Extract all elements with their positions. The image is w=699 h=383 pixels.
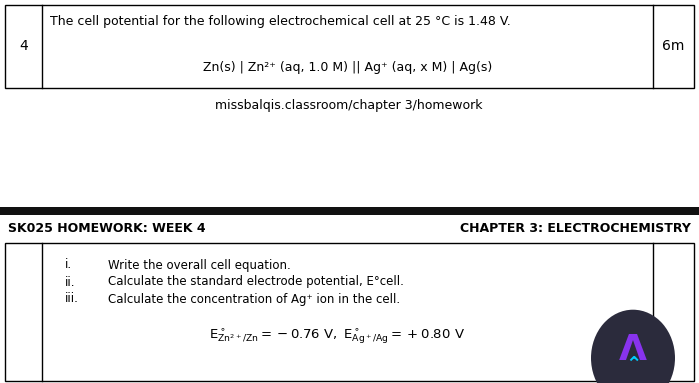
Text: iii.: iii. [65,293,79,306]
Bar [0,207,699,215]
Bar [5,5,694,88]
Text: Λ: Λ [619,333,647,367]
Text: Zn(s) | Zn²⁺ (aq, 1.0 M) || Ag⁺ (aq, x M) | Ag(s): Zn(s) | Zn²⁺ (aq, 1.0 M) || Ag⁺ (aq, x M… [203,62,492,75]
Text: SK025 HOMEWORK: WEEK 4: SK025 HOMEWORK: WEEK 4 [8,221,206,234]
Text: i.: i. [65,259,72,272]
Text: Calculate the concentration of Ag⁺ ion in the cell.: Calculate the concentration of Ag⁺ ion i… [108,293,400,306]
Text: Write the overall cell equation.: Write the overall cell equation. [108,259,291,272]
Text: CHAPTER 3: ELECTROCHEMISTRY: CHAPTER 3: ELECTROCHEMISTRY [460,221,691,234]
Text: 4: 4 [19,39,28,54]
Ellipse shape [591,310,675,383]
Text: missbalqis.classroom/chapter 3/homework: missbalqis.classroom/chapter 3/homework [215,100,483,113]
Text: ii.: ii. [65,275,75,288]
Text: 6m: 6m [663,39,685,54]
Text: The cell potential for the following electrochemical cell at 25 °C is 1.48 V.: The cell potential for the following ele… [50,15,511,28]
Text: Calculate the standard electrode potential, E°cell.: Calculate the standard electrode potenti… [108,275,404,288]
Text: ⌃: ⌃ [625,355,641,373]
Text: $\mathrm{E}^\circ_{\mathrm{Zn}^{2+}/\mathrm{Zn}} = -0.76\ \mathrm{V},\ \mathrm{E: $\mathrm{E}^\circ_{\mathrm{Zn}^{2+}/\mat… [210,326,466,346]
Bar [5,243,694,381]
